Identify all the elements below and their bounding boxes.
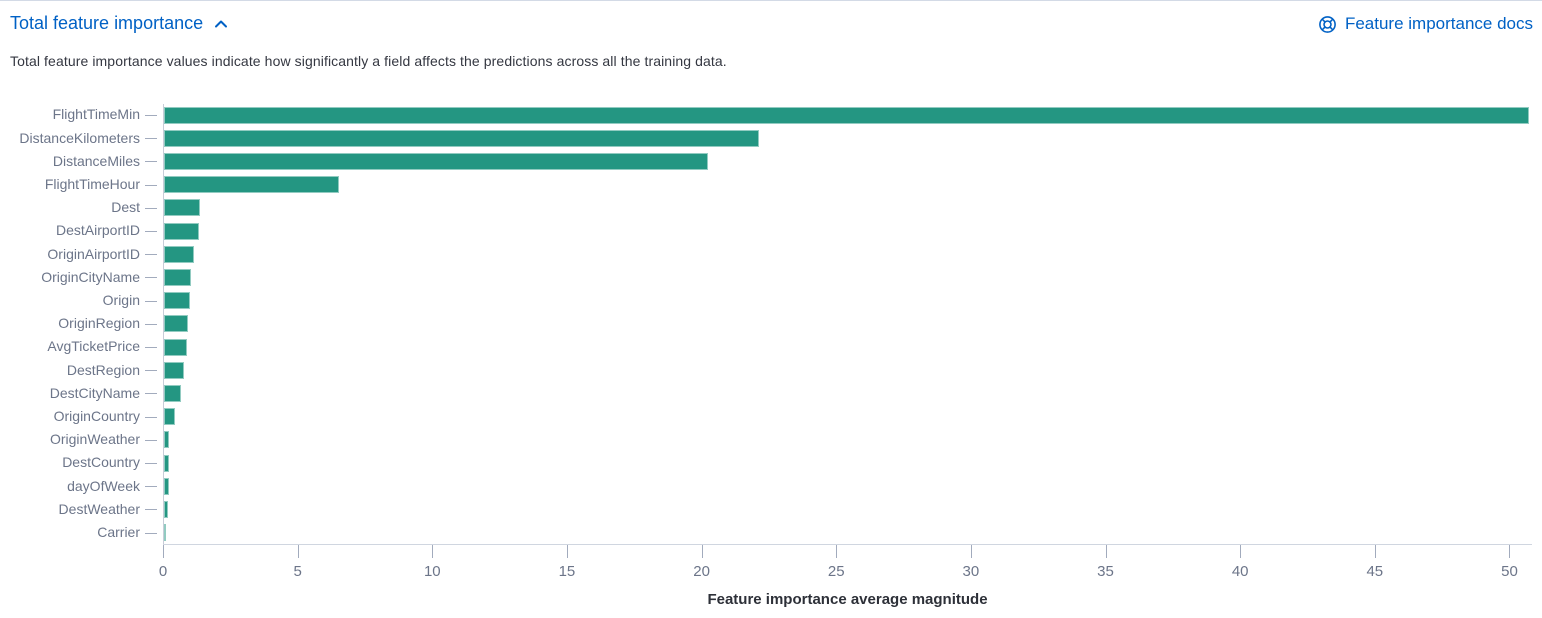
x-axis-tick-label: 0: [158, 563, 168, 580]
y-axis-label: DestRegion: [66, 361, 140, 378]
bar-Carrier[interactable]: [164, 524, 167, 542]
x-axis-tick: [432, 545, 434, 558]
y-axis-label: DistanceMiles: [52, 152, 140, 169]
x-axis-tick-label: 5: [293, 563, 302, 580]
x-axis-tick: [566, 545, 568, 558]
chevron-up-icon[interactable]: [213, 16, 229, 32]
bar-DestCountry[interactable]: [164, 454, 170, 472]
bar-DestRegion[interactable]: [164, 361, 184, 379]
y-axis-tick: [145, 393, 157, 395]
y-axis-label: DistanceKilometers: [19, 129, 140, 146]
section-description: Total feature importance values indicate…: [10, 53, 727, 69]
x-axis-tick-label: 35: [1097, 563, 1114, 580]
x-axis-tick-label: 30: [962, 563, 980, 580]
bar-OriginAirportID[interactable]: [164, 245, 194, 263]
y-axis-label: DestWeather: [58, 500, 140, 517]
y-axis-line: [163, 104, 164, 558]
bar-FlightTimeMin[interactable]: [164, 106, 1530, 124]
y-axis-tick: [145, 463, 157, 464]
y-axis-tick: [145, 184, 157, 186]
bar-Origin[interactable]: [164, 292, 190, 310]
bar-dayOfWeek[interactable]: [164, 477, 169, 495]
y-axis-tick: [145, 439, 157, 441]
x-axis-tick: [163, 545, 164, 558]
y-axis-tick: [145, 509, 157, 511]
section-title: Total feature importance: [10, 13, 204, 33]
y-axis-label: DestCityName: [49, 384, 140, 401]
section-collapse-toggle[interactable]: Total feature importance: [10, 13, 229, 34]
y-axis-label: DestCountry: [62, 454, 140, 471]
y-axis-tick: [145, 138, 157, 140]
y-axis-tick: [145, 254, 157, 256]
x-axis-tick: [1374, 545, 1376, 558]
x-axis-title: Feature importance average magnitude: [707, 591, 988, 608]
bar-OriginRegion[interactable]: [164, 315, 189, 333]
y-axis-tick: [145, 115, 157, 116]
y-axis-tick: [145, 300, 157, 302]
y-axis-label: OriginWeather: [49, 431, 140, 448]
docs-link-label: Feature importance docs: [1344, 14, 1533, 33]
bar-OriginWeather[interactable]: [164, 431, 170, 449]
y-axis-label: dayOfWeek: [67, 477, 140, 494]
y-axis-tick: [145, 486, 157, 488]
x-axis-tick-label: 10: [423, 563, 441, 580]
bar-FlightTimeHour[interactable]: [164, 176, 340, 194]
documentation-lifering-icon: [1318, 15, 1337, 34]
bar-DistanceMiles[interactable]: [164, 152, 708, 170]
bar-DistanceKilometers[interactable]: [164, 129, 760, 147]
y-axis-tick: [145, 277, 157, 279]
bar-DestWeather[interactable]: [164, 500, 169, 518]
bar-OriginCityName[interactable]: [164, 268, 191, 286]
x-axis-tick: [836, 545, 838, 558]
x-axis-tick-label: 25: [827, 563, 845, 580]
y-axis-tick: [145, 161, 157, 163]
x-axis-tick-label: 20: [693, 563, 710, 580]
y-axis-label: Carrier: [97, 524, 140, 540]
y-axis-tick: [145, 347, 157, 348]
bar-OriginCountry[interactable]: [164, 408, 176, 426]
y-axis-label: OriginAirportID: [47, 245, 140, 262]
x-axis-tick: [297, 545, 299, 558]
x-axis-tick-label: 45: [1366, 563, 1384, 580]
y-axis-label: FlightTimeHour: [44, 176, 140, 192]
bar-DestCityName[interactable]: [164, 384, 181, 402]
x-axis-tick-label: 15: [558, 563, 576, 580]
y-axis-label: Dest: [111, 199, 140, 216]
x-axis-tick: [1509, 545, 1511, 558]
y-axis-label: OriginRegion: [58, 315, 140, 332]
x-axis-tick: [1105, 545, 1107, 558]
y-axis-tick: [145, 416, 157, 418]
y-axis-tick: [145, 370, 157, 372]
bar-AvgTicketPrice[interactable]: [164, 338, 187, 356]
y-axis-tick: [145, 207, 157, 209]
y-axis-label: Origin: [102, 292, 140, 308]
y-axis-tick: [145, 323, 157, 325]
bar-Dest[interactable]: [164, 199, 201, 217]
y-axis-tick: [145, 532, 157, 534]
x-axis-tick: [1240, 545, 1242, 558]
y-axis-label: DestAirportID: [55, 222, 140, 239]
y-axis-label: OriginCountry: [53, 408, 140, 424]
x-axis-line: [163, 544, 1532, 545]
y-axis-label: AvgTicketPrice: [47, 338, 140, 355]
x-axis-tick: [701, 545, 703, 558]
y-axis-label: OriginCityName: [41, 268, 140, 285]
feature-importance-docs-link[interactable]: Feature importance docs: [1318, 14, 1533, 34]
y-axis-tick: [145, 231, 157, 232]
x-axis-tick-label: 50: [1501, 563, 1518, 580]
x-axis-tick-label: 40: [1231, 563, 1249, 580]
y-axis-label: FlightTimeMin: [52, 106, 140, 123]
bar-DestAirportID[interactable]: [164, 222, 199, 240]
x-axis-tick: [970, 545, 972, 558]
